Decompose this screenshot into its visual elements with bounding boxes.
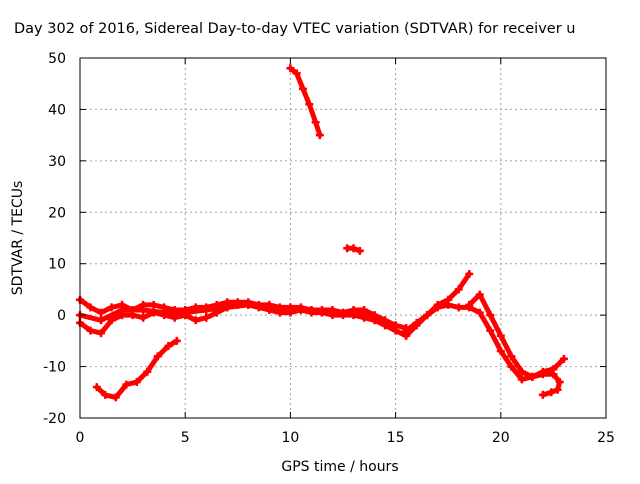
data-point	[307, 306, 316, 314]
x-tick-label: 15	[387, 430, 405, 446]
series-line	[529, 371, 563, 398]
y-tick-label: -10	[43, 360, 66, 376]
series-line	[77, 302, 399, 328]
y-tick-label: 30	[48, 154, 66, 170]
y-tick-label: 10	[48, 257, 66, 273]
plot-area	[76, 64, 568, 402]
data-point	[349, 244, 358, 253]
data-point	[475, 290, 484, 299]
data-point	[139, 313, 148, 322]
data-point	[311, 118, 320, 127]
data-point	[143, 367, 152, 376]
data-point	[454, 285, 463, 294]
series-line	[94, 338, 180, 400]
data-point	[433, 303, 442, 312]
data-point	[118, 306, 127, 314]
data-point	[111, 393, 120, 402]
data-point	[507, 362, 516, 371]
data-point	[172, 336, 181, 345]
data-point	[191, 316, 200, 325]
data-point	[538, 390, 547, 399]
data-point	[465, 270, 474, 278]
data-point	[286, 64, 295, 73]
data-point	[164, 342, 173, 350]
data-point	[547, 388, 556, 397]
data-point	[355, 246, 364, 255]
y-tick-label: 20	[48, 205, 66, 221]
data-point	[305, 100, 314, 109]
data-point	[139, 306, 148, 314]
data-point	[86, 303, 95, 312]
data-point	[528, 372, 537, 381]
data-point	[153, 352, 162, 361]
data-point	[549, 370, 558, 379]
data-point	[299, 84, 308, 93]
data-point	[370, 313, 379, 322]
y-axis-label: SDTVAR / TECUs	[10, 181, 26, 296]
data-point	[402, 331, 411, 340]
data-point	[553, 385, 562, 394]
data-point	[507, 352, 516, 361]
data-point	[292, 69, 301, 78]
data-point	[475, 308, 484, 317]
y-tick-label: -20	[43, 411, 66, 427]
data-point	[486, 311, 495, 320]
data-point	[423, 311, 432, 320]
data-point	[454, 303, 463, 312]
data-point	[496, 331, 505, 340]
data-point	[315, 131, 324, 140]
x-tick-label: 0	[76, 430, 85, 446]
x-tick-label: 20	[492, 430, 510, 446]
chart-title: Day 302 of 2016, Sidereal Day-to-day VTE…	[14, 21, 575, 37]
data-point	[555, 378, 564, 386]
data-point	[286, 306, 295, 314]
data-point	[92, 383, 101, 392]
data-point	[181, 308, 190, 317]
data-point	[122, 380, 131, 389]
data-point	[391, 321, 400, 330]
data-point	[517, 375, 526, 384]
y-tick-label: 50	[48, 51, 66, 67]
data-point	[328, 308, 337, 317]
y-tick-label: 0	[57, 308, 66, 324]
data-point	[444, 300, 453, 309]
data-point	[244, 300, 253, 309]
data-point	[132, 378, 141, 386]
x-tick-label: 5	[181, 430, 190, 446]
data-point	[486, 326, 495, 335]
data-point	[86, 326, 95, 335]
x-tick-label: 10	[281, 430, 299, 446]
y-tick-label: 40	[48, 102, 66, 118]
data-point	[107, 303, 116, 312]
data-point	[149, 300, 158, 309]
data-point	[412, 321, 421, 330]
data-point	[465, 300, 474, 309]
data-point	[223, 303, 232, 312]
data-point	[101, 390, 110, 399]
data-point	[265, 303, 274, 312]
data-point	[97, 316, 106, 325]
data-point	[559, 354, 568, 363]
x-tick-label: 25	[597, 430, 615, 446]
data-point	[97, 329, 106, 338]
data-point	[496, 347, 505, 356]
data-point	[97, 308, 106, 317]
plot-frame	[79, 57, 607, 419]
data-point	[538, 370, 547, 379]
axis-ticks: 0 5 10 15 20 25 -20 -10 0 10 20 30 40 50	[43, 51, 615, 446]
data-point	[349, 308, 358, 317]
grid	[80, 58, 606, 418]
data-point	[160, 308, 169, 317]
x-axis-label: GPS time / hours	[281, 459, 398, 475]
data-point	[517, 367, 526, 376]
data-point	[202, 313, 211, 322]
data-point	[202, 306, 211, 314]
